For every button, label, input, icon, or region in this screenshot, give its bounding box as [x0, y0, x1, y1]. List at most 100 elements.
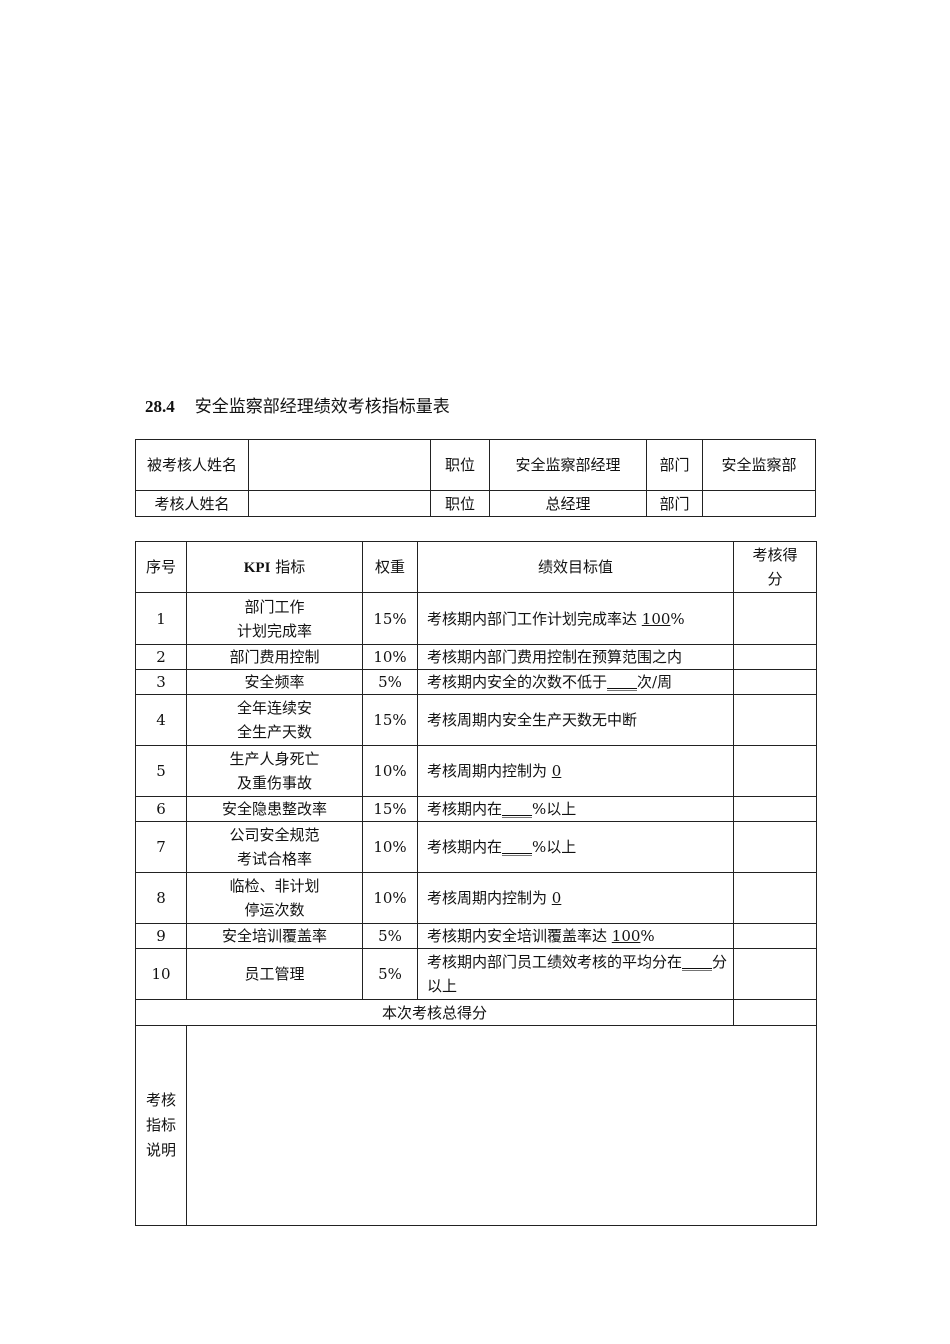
assessee-name-field[interactable]	[248, 439, 431, 491]
target-text: 考核周期内安全生产天数无中断	[427, 711, 638, 729]
kpi-header-row: 序号 KPI 指标 权重 绩效目标值 考核得分	[135, 541, 817, 593]
kpi-index: 1	[135, 592, 187, 645]
kpi-name: 生产人身死亡 及重伤事故	[186, 745, 363, 797]
target-suffix: 次/周	[637, 673, 673, 691]
total-label: 本次考核总得分	[135, 999, 734, 1026]
kpi-row: 2 部门费用控制 10% 考核期内部门费用控制在预算范围之内	[135, 644, 817, 670]
kpi-score-field[interactable]	[733, 923, 817, 949]
kpi-weight: 10%	[362, 644, 418, 670]
header-index: 序号	[135, 541, 187, 593]
position-label: 职位	[430, 490, 490, 517]
assessor-name-label: 考核人姓名	[135, 490, 249, 517]
kpi-target: 考核期内安全培训覆盖率达 100%	[417, 923, 734, 949]
target-text: 考核期内在	[427, 838, 503, 856]
target-suffix: %以上	[532, 800, 577, 818]
kpi-score-field[interactable]	[733, 821, 817, 873]
kpi-weight: 15%	[362, 592, 418, 645]
header-target: 绩效目标值	[417, 541, 734, 593]
kpi-name: 安全培训覆盖率	[186, 923, 363, 949]
kpi-score-field[interactable]	[733, 669, 817, 695]
kpi-index: 5	[135, 745, 187, 797]
dept-label: 部门	[646, 439, 703, 491]
notes-field[interactable]	[186, 1025, 817, 1226]
total-score-field[interactable]	[733, 999, 817, 1026]
kpi-row: 10 员工管理 5% 考核期内部门员工绩效考核的平均分在____分以上	[135, 948, 817, 1000]
kpi-score-field[interactable]	[733, 694, 817, 746]
target-text: 考核期内部门员工绩效考核的平均分在	[427, 953, 683, 971]
kpi-target: 考核期内在____%以上	[417, 821, 734, 873]
target-underlined: 0	[551, 889, 562, 907]
kpi-target: 考核周期内控制为 0	[417, 872, 734, 924]
kpi-target: 考核周期内控制为 0	[417, 745, 734, 797]
target-underlined: 100	[611, 927, 641, 945]
kpi-score-field[interactable]	[733, 872, 817, 924]
kpi-index: 8	[135, 872, 187, 924]
kpi-index: 4	[135, 694, 187, 746]
kpi-name: 临检、非计划 停运次数	[186, 872, 363, 924]
position-label: 职位	[430, 439, 490, 491]
kpi-row: 6 安全隐患整改率 15% 考核期内在____%以上	[135, 796, 817, 822]
kpi-index: 10	[135, 948, 187, 1000]
target-underlined: ____	[682, 953, 713, 971]
kpi-score-field[interactable]	[733, 796, 817, 822]
kpi-score-field[interactable]	[733, 948, 817, 1000]
assessor-name-field[interactable]	[248, 490, 431, 517]
target-text: 考核期内在	[427, 800, 503, 818]
kpi-weight: 10%	[362, 872, 418, 924]
kpi-weight: 5%	[362, 948, 418, 1000]
assessee-name-label: 被考核人姓名	[135, 439, 249, 491]
target-underlined: ____	[502, 800, 533, 818]
kpi-score-field[interactable]	[733, 592, 817, 645]
target-text: 考核期内安全的次数不低于	[427, 673, 608, 691]
kpi-target: 考核期内部门工作计划完成率达 100%	[417, 592, 734, 645]
dept-value: 安全监察部	[702, 439, 816, 491]
kpi-row: 7 公司安全规范 考试合格率 10% 考核期内在____%以上	[135, 821, 817, 873]
position-value: 总经理	[489, 490, 647, 517]
kpi-score-field[interactable]	[733, 644, 817, 670]
info-row-assessee: 被考核人姓名 职位 安全监察部经理 部门 安全监察部	[135, 439, 816, 491]
target-text: 考核周期内控制为	[427, 762, 552, 780]
target-suffix: %	[670, 609, 685, 628]
kpi-name: 安全隐患整改率	[186, 796, 363, 822]
kpi-name: 部门费用控制	[186, 644, 363, 670]
target-text: 考核期内部门工作计划完成率达	[427, 609, 642, 628]
total-row: 本次考核总得分	[135, 999, 817, 1026]
target-suffix: %以上	[532, 838, 577, 856]
dept-value[interactable]	[702, 490, 816, 517]
target-text: 考核周期内控制为	[427, 889, 552, 907]
target-text: 考核期内安全培训覆盖率达	[427, 927, 612, 945]
target-text: 考核期内部门费用控制在预算范围之内	[427, 648, 683, 666]
kpi-index: 2	[135, 644, 187, 670]
kpi-row: 5 生产人身死亡 及重伤事故 10% 考核周期内控制为 0	[135, 745, 817, 797]
kpi-row: 3 安全频率 5% 考核期内安全的次数不低于____次/周	[135, 669, 817, 695]
page-title: 28.4 安全监察部经理绩效考核指标量表	[145, 392, 450, 417]
kpi-row: 9 安全培训覆盖率 5% 考核期内安全培训覆盖率达 100%	[135, 923, 817, 949]
notes-row: 考核 指标 说明	[135, 1025, 817, 1226]
target-underlined: ____	[607, 673, 638, 691]
kpi-name: 部门工作 计划完成率	[186, 592, 363, 645]
header-kpi-text: 指标	[270, 557, 306, 576]
target-underlined: 100	[641, 609, 671, 628]
kpi-index: 9	[135, 923, 187, 949]
target-underlined: ____	[502, 838, 533, 856]
section-title: 安全监察部经理绩效考核指标量表	[194, 397, 450, 417]
kpi-target: 考核期内安全的次数不低于____次/周	[417, 669, 734, 695]
kpi-name: 员工管理	[186, 948, 363, 1000]
header-score: 考核得分	[733, 541, 817, 593]
kpi-index: 6	[135, 796, 187, 822]
header-weight: 权重	[362, 541, 418, 593]
header-kpi-bold: KPI	[243, 559, 271, 576]
kpi-weight: 15%	[362, 694, 418, 746]
dept-label: 部门	[646, 490, 703, 517]
info-table: 被考核人姓名 职位 安全监察部经理 部门 安全监察部 考核人姓名 职位 总经理 …	[135, 439, 816, 517]
target-underlined: 0	[551, 762, 562, 780]
target-suffix: 分以上	[427, 953, 728, 995]
kpi-row: 4 全年连续安 全生产天数 15% 考核周期内安全生产天数无中断	[135, 694, 817, 746]
kpi-index: 3	[135, 669, 187, 695]
kpi-name: 全年连续安 全生产天数	[186, 694, 363, 746]
kpi-score-field[interactable]	[733, 745, 817, 797]
kpi-table: 序号 KPI 指标 权重 绩效目标值 考核得分 1 部门工作 计划完成率 15% 考核…	[135, 541, 817, 1226]
kpi-target: 考核期内在____%以上	[417, 796, 734, 822]
kpi-target: 考核周期内安全生产天数无中断	[417, 694, 734, 746]
kpi-target: 考核期内部门费用控制在预算范围之内	[417, 644, 734, 670]
